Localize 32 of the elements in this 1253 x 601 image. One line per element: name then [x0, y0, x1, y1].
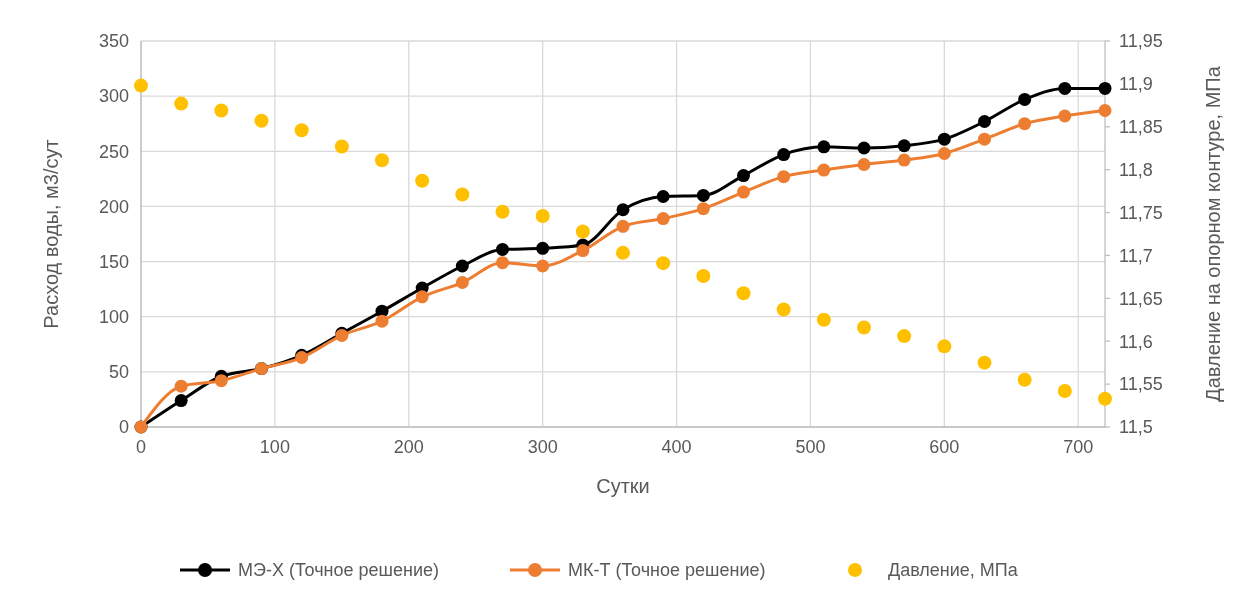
y2-tick-label: 11,75: [1119, 202, 1163, 223]
y-tick-label: 0: [118, 417, 129, 438]
y2-tick-label: 11,7: [1119, 245, 1153, 266]
y2-tick-label: 11,9: [1119, 74, 1153, 95]
y-tick-label: 150: [98, 251, 129, 272]
x-tick-label: 600: [929, 437, 960, 457]
y-tick-label: 200: [98, 196, 129, 217]
x-axis-title: Сутки: [596, 475, 650, 497]
x-tick-label: 400: [661, 437, 692, 457]
legend-label: Давление, МПа: [888, 560, 1019, 581]
legend-label: МК-Т (Точное решение): [568, 560, 766, 581]
y2-tick-label: 11,85: [1119, 117, 1163, 138]
y2-tick-label: 11,65: [1119, 288, 1163, 309]
y2-tick-label: 11,8: [1119, 159, 1153, 180]
y-tick-label: 300: [98, 86, 129, 107]
y2-tick-label: 11,95: [1119, 31, 1163, 52]
y-tick-label: 350: [98, 31, 129, 52]
y-tick-label: 100: [98, 307, 129, 328]
y2-tick-label: 11,5: [1119, 417, 1153, 438]
x-tick-label: 0: [135, 437, 147, 457]
y2-tick-label: 11,55: [1119, 374, 1163, 395]
x-tick-label: 700: [1063, 437, 1094, 457]
y2-tick-label: 11,6: [1119, 331, 1153, 352]
y-tick-label: 250: [98, 141, 129, 162]
y-tick-label: 50: [108, 362, 129, 383]
y2-axis-title: Давление на опорном контуре, МПа: [1202, 65, 1224, 402]
legend-label: МЭ-Х (Точное решение): [238, 560, 439, 581]
y-axis-title: Расход воды, м3/сут: [40, 139, 62, 329]
x-tick-label: 200: [393, 437, 424, 457]
x-tick-label: 500: [795, 437, 826, 457]
x-tick-label: 100: [259, 437, 290, 457]
x-tick-label: 300: [527, 437, 558, 457]
